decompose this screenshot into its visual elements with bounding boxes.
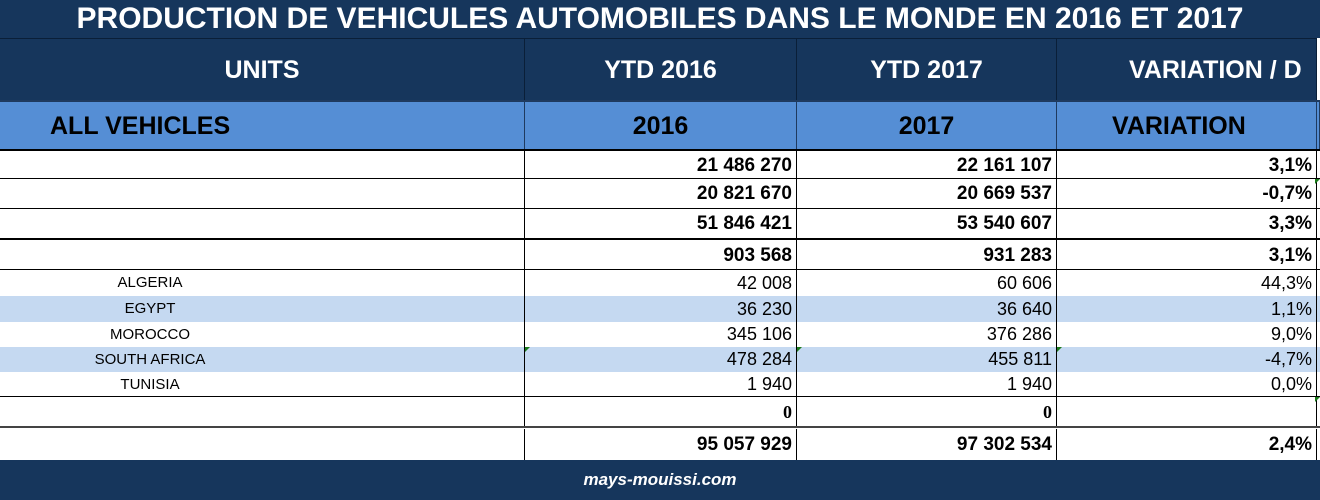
cell-variation: 1,1% — [1057, 296, 1317, 322]
cell-2017: 53 540 607 — [797, 209, 1057, 238]
cell-marker-icon — [1315, 397, 1320, 402]
cell-2017: 60 606 — [797, 270, 1057, 296]
cell-2017: 22 161 107 — [797, 151, 1057, 178]
row-label — [0, 240, 525, 269]
header-ytd-2016: YTD 2016 — [525, 38, 797, 100]
row-spacer — [300, 270, 525, 296]
table-row-total: 95 057 929 97 302 534 2,4% — [0, 429, 1320, 460]
country-label: SOUTH AFRICA — [94, 351, 206, 368]
table-row: 21 486 270 22 161 107 3,1% — [0, 149, 1320, 179]
cell-2016: 0 — [525, 397, 797, 426]
row-label — [0, 209, 525, 238]
cell-2017: 0 — [797, 397, 1057, 426]
cell-variation: 44,3% — [1057, 270, 1317, 296]
cell-variation: -0,7% — [1057, 179, 1317, 208]
sheet-title: PRODUCTION DE VEHICULES AUTOMOBILES DANS… — [0, 0, 1320, 38]
subheader-all-vehicles: ALL VEHICLES — [0, 100, 525, 149]
cell-2016: 42 008 — [525, 270, 797, 296]
cell-2016: 903 568 — [525, 240, 797, 269]
footer-source: mays-mouissi.com — [0, 460, 1320, 500]
row-label — [0, 151, 525, 178]
table-row: TUNISIA 1 940 1 940 0,0% — [0, 372, 1320, 397]
table-row: EGYPT 36 230 36 640 1,1% — [0, 296, 1320, 322]
table-row: 0 0 — [0, 397, 1320, 428]
table-row: ALGERIA 42 008 60 606 44,3% — [0, 270, 1320, 296]
row-label — [0, 179, 525, 208]
cell-2017: 931 283 — [797, 240, 1057, 269]
cell-variation: 3,1% — [1057, 240, 1317, 269]
cell-variation — [1057, 397, 1317, 426]
cell-2017: 455 811 — [797, 347, 1057, 372]
table-row: 51 846 421 53 540 607 3,3% — [0, 209, 1320, 239]
header-ytd-2017: YTD 2017 — [797, 38, 1057, 100]
subheader-variation: VARIATION — [1057, 100, 1317, 149]
row-label — [0, 429, 525, 460]
cell-2016: 51 846 421 — [525, 209, 797, 238]
cell-2017: 1 940 — [797, 372, 1057, 396]
cell-2016: 1 940 — [525, 372, 797, 396]
cell-2016: 345 106 — [525, 322, 797, 347]
cell-variation: -4,7% — [1057, 347, 1317, 372]
cell-marker-icon — [1315, 179, 1320, 184]
cell-2016: 20 821 670 — [525, 179, 797, 208]
cell-2016: 21 486 270 — [525, 151, 797, 178]
cell-variation: 2,4% — [1057, 429, 1317, 460]
cell-2016: 95 057 929 — [525, 429, 797, 460]
country-label: TUNISIA — [120, 376, 180, 393]
country-label: MOROCCO — [110, 326, 190, 343]
cell-marker-icon — [525, 347, 530, 352]
cell-variation: 9,0% — [1057, 322, 1317, 347]
cell-2016: 36 230 — [525, 296, 797, 322]
cell-2017: 20 669 537 — [797, 179, 1057, 208]
cell-marker-icon — [1057, 347, 1062, 352]
subheader-2017: 2017 — [797, 100, 1057, 149]
header-variation: VARIATION / D — [1057, 38, 1317, 100]
row-label — [0, 397, 525, 426]
table-row: 20 821 670 20 669 537 -0,7% — [0, 179, 1320, 209]
cell-2017: 97 302 534 — [797, 429, 1057, 460]
row-spacer — [300, 347, 525, 372]
header-units: UNITS — [0, 38, 525, 100]
subheader-2016: 2016 — [525, 100, 797, 149]
cell-2017: 376 286 — [797, 322, 1057, 347]
cell-variation: 3,3% — [1057, 209, 1317, 238]
cell-2017: 36 640 — [797, 296, 1057, 322]
table-row: 903 568 931 283 3,1% — [0, 239, 1320, 270]
row-spacer — [300, 372, 525, 396]
cell-variation: 3,1% — [1057, 151, 1317, 178]
row-spacer — [300, 296, 525, 322]
cell-2016: 478 284 — [525, 347, 797, 372]
cell-marker-icon — [797, 347, 802, 352]
row-spacer — [300, 322, 525, 347]
table-row: MOROCCO 345 106 376 286 9,0% — [0, 322, 1320, 347]
table-row: SOUTH AFRICA 478 284 455 811 -4,7% — [0, 347, 1320, 372]
cell-variation: 0,0% — [1057, 372, 1317, 396]
country-label: ALGERIA — [117, 274, 183, 291]
country-label: EGYPT — [124, 300, 176, 317]
